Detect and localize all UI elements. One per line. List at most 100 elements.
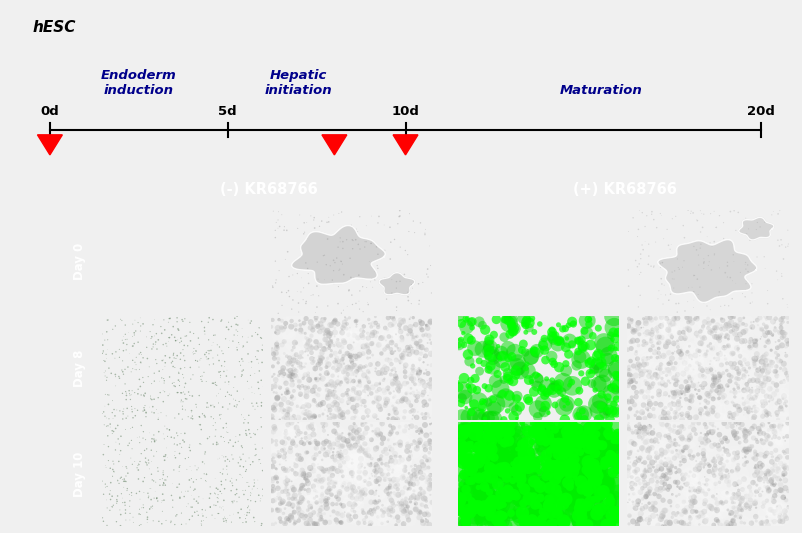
Point xyxy=(129,411,142,420)
Point xyxy=(769,367,782,376)
Point xyxy=(772,422,785,430)
Point xyxy=(286,437,299,445)
Point xyxy=(705,386,718,394)
Point xyxy=(594,476,607,484)
Point xyxy=(386,497,399,506)
Point xyxy=(749,517,762,526)
Point xyxy=(221,428,234,437)
Point xyxy=(528,427,541,435)
Point xyxy=(423,319,435,327)
Point xyxy=(501,437,514,445)
Point xyxy=(160,342,173,350)
Point xyxy=(475,432,488,440)
Point xyxy=(777,449,790,457)
Point xyxy=(288,338,301,347)
Point xyxy=(758,397,771,406)
Point xyxy=(275,404,288,413)
Point xyxy=(780,301,792,309)
Point xyxy=(173,449,186,458)
Point xyxy=(99,483,111,491)
Point xyxy=(712,389,725,397)
Point xyxy=(414,324,427,332)
Point xyxy=(657,512,670,520)
Point xyxy=(760,521,773,529)
Point xyxy=(269,519,282,527)
Point xyxy=(413,470,426,479)
Point xyxy=(516,440,529,449)
Point xyxy=(352,473,365,482)
Point xyxy=(116,409,129,418)
Point xyxy=(658,454,670,463)
Point xyxy=(694,365,707,373)
Point xyxy=(334,208,347,216)
Point xyxy=(691,346,703,355)
Point xyxy=(732,500,745,509)
Point xyxy=(420,400,433,409)
Point xyxy=(478,415,491,423)
Point xyxy=(466,464,479,472)
Point xyxy=(701,360,714,369)
Point xyxy=(411,342,424,351)
Point xyxy=(670,429,683,437)
Point xyxy=(653,452,666,461)
Point xyxy=(484,362,496,370)
Point xyxy=(640,356,653,364)
Point xyxy=(132,318,144,327)
Point xyxy=(407,487,419,495)
Point xyxy=(313,411,326,420)
Point xyxy=(667,389,680,397)
Point xyxy=(743,393,756,402)
Point xyxy=(768,367,780,376)
Point xyxy=(585,461,598,469)
Point xyxy=(317,406,330,415)
Point xyxy=(272,368,285,376)
Point xyxy=(720,489,733,497)
Point xyxy=(347,273,360,282)
Point xyxy=(390,306,403,315)
Point xyxy=(545,358,558,366)
Point xyxy=(739,279,751,288)
Point xyxy=(145,333,158,341)
Point xyxy=(116,407,129,416)
Point xyxy=(759,436,772,445)
Point xyxy=(742,278,755,287)
Point xyxy=(554,387,567,396)
Point xyxy=(163,425,176,434)
Point xyxy=(507,490,520,499)
Point xyxy=(634,474,647,483)
Point xyxy=(512,402,525,411)
Point xyxy=(759,513,772,521)
Point xyxy=(581,488,593,497)
Point xyxy=(569,478,582,487)
Point xyxy=(670,376,683,384)
Point xyxy=(158,326,171,334)
Point xyxy=(304,318,317,327)
Point xyxy=(205,346,217,354)
Point xyxy=(391,329,404,338)
Point xyxy=(520,316,533,324)
Point xyxy=(716,461,729,470)
Point xyxy=(255,520,268,528)
Point xyxy=(635,429,648,437)
Point xyxy=(406,348,419,356)
Polygon shape xyxy=(322,135,346,155)
Point xyxy=(298,513,311,521)
Point xyxy=(645,471,658,479)
Point xyxy=(156,366,169,374)
Point xyxy=(557,402,569,411)
Point xyxy=(334,257,347,266)
Point xyxy=(388,433,401,442)
Point xyxy=(307,465,320,473)
Point xyxy=(265,414,278,423)
Point xyxy=(502,317,515,325)
Point xyxy=(695,209,707,218)
Point xyxy=(529,376,542,384)
Point xyxy=(269,233,282,242)
Point xyxy=(415,459,427,467)
Point xyxy=(483,437,496,446)
Point xyxy=(308,388,321,397)
Point xyxy=(356,413,369,422)
Point xyxy=(107,459,120,468)
Point xyxy=(416,353,429,361)
Point xyxy=(392,212,405,221)
